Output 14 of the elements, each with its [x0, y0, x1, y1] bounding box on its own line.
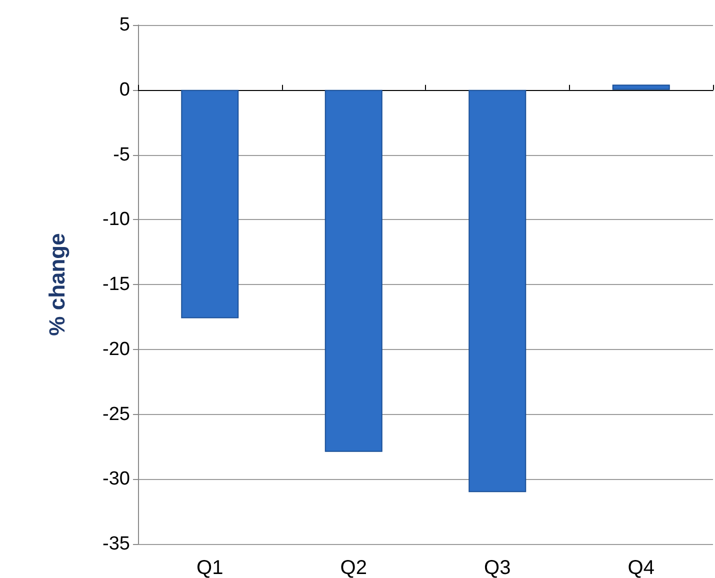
y-tick-label: 5	[119, 14, 130, 36]
y-tick-label: -25	[102, 404, 130, 425]
y-axis-title: % change	[44, 233, 70, 336]
y-tick-label: -5	[113, 144, 130, 166]
y-tick-label: -30	[102, 468, 130, 490]
y-tick-label: -35	[102, 534, 130, 554]
y-tick-label: 0	[119, 79, 130, 100]
x-tick-label: Q3	[484, 557, 511, 578]
y-tick-label: -10	[102, 209, 130, 230]
x-tick-label: Q1	[196, 557, 224, 578]
y-tick-label: -15	[102, 274, 130, 295]
x-tick-label: Q2	[340, 557, 367, 578]
x-tick-label: Q4	[628, 557, 654, 578]
y-tick-label: -20	[102, 338, 130, 360]
